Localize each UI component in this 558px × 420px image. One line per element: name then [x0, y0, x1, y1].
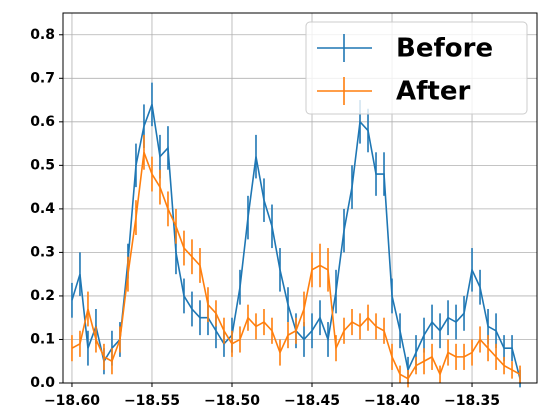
- y-tick-label: 0.0: [30, 375, 55, 391]
- y-tick-label: 0.8: [30, 27, 55, 43]
- x-tick-label: −18.50: [204, 393, 260, 409]
- y-tick-label: 0.3: [30, 244, 55, 260]
- plot-frame: [62, 12, 538, 384]
- y-tick-label: 0.7: [30, 70, 55, 86]
- y-tick-label: 0.1: [30, 331, 55, 347]
- x-tick-label: −18.40: [364, 393, 420, 409]
- y-tick-label: 0.5: [30, 157, 55, 173]
- legend-label: After: [396, 77, 470, 107]
- y-tick-label: 0.6: [30, 114, 55, 130]
- x-tick-label: −18.35: [444, 393, 500, 409]
- legend-label: Before: [396, 34, 493, 64]
- x-tick-label: −18.45: [284, 393, 340, 409]
- y-tick-label: 0.2: [30, 288, 55, 304]
- x-tick-label: −18.60: [44, 393, 100, 409]
- x-tick-label: −18.55: [124, 393, 180, 409]
- y-tick-label: 0.4: [30, 201, 55, 217]
